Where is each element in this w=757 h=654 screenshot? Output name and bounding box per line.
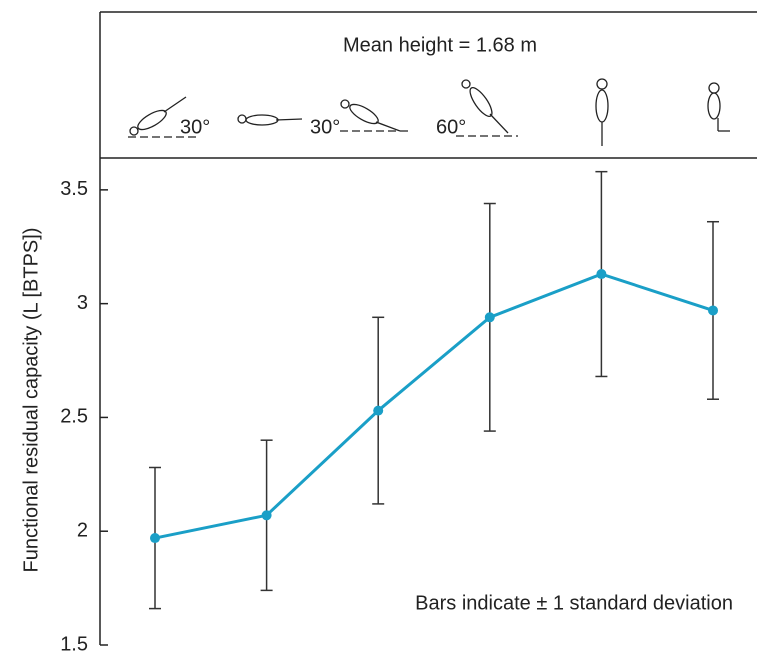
data-point <box>150 533 160 544</box>
data-point <box>708 305 718 316</box>
y-axis-label: Functional residual capacity (L [BTPS]) <box>20 228 42 573</box>
data-point <box>596 269 607 280</box>
data-point <box>484 312 495 323</box>
annotation: Bars indicate ± 1 standard deviation <box>415 592 733 614</box>
data-line <box>154 272 714 540</box>
data-point <box>373 405 384 416</box>
posture-icons <box>128 78 730 146</box>
y-tick-label: 3.5 <box>60 178 88 200</box>
y-tick-label: 1.5 <box>60 633 88 654</box>
posture-label: 30° <box>180 116 210 138</box>
data-point <box>261 510 272 521</box>
y-tick-label: 2 <box>77 519 88 541</box>
posture-label: 60° <box>436 116 466 138</box>
y-tick-label: 2.5 <box>60 406 88 428</box>
chart-title: Mean height = 1.68 m <box>343 34 537 56</box>
y-tick-label: 3 <box>77 292 88 314</box>
posture-label: 30° <box>310 116 340 138</box>
